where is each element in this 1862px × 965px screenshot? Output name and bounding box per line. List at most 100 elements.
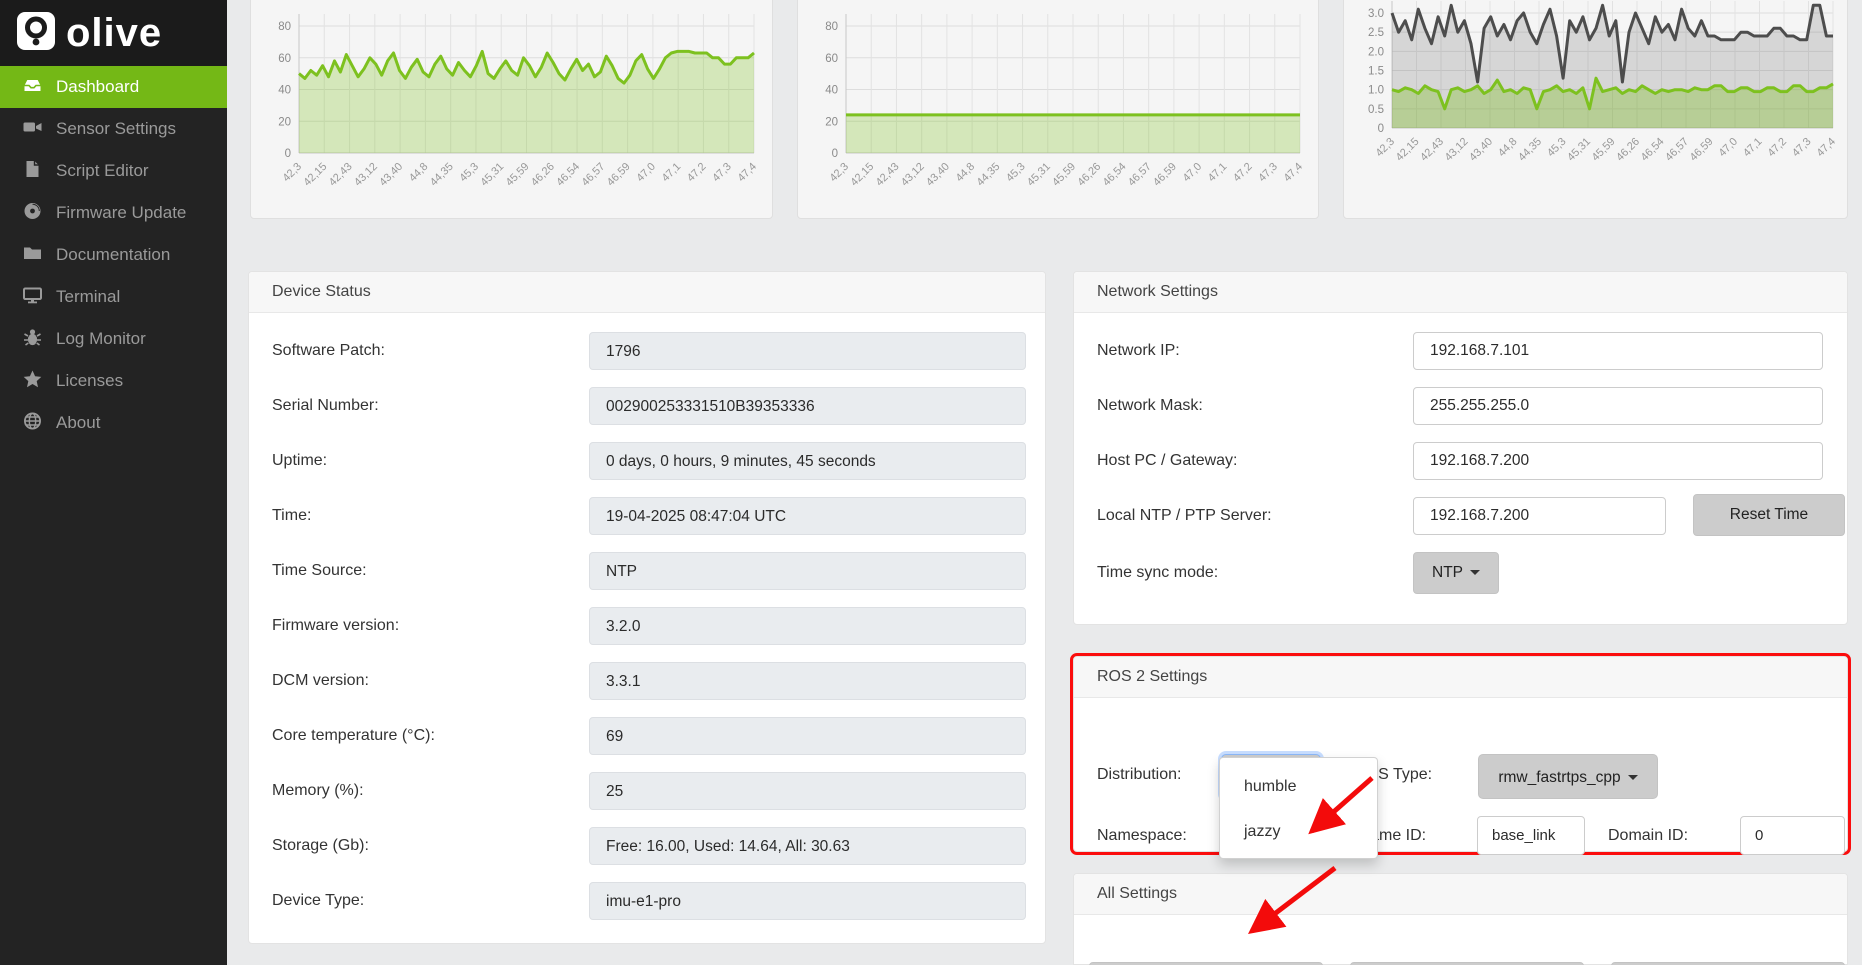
svg-text:40: 40 [278,85,291,97]
svg-text:46,26: 46,26 [1614,136,1642,164]
svg-text:43,40: 43,40 [1467,136,1495,164]
network-field-label: Host PC / Gateway: [1097,451,1238,469]
domain-id-label: Domain ID: [1608,827,1689,844]
svg-text:46,54: 46,54 [1639,136,1667,164]
svg-text:47,2: 47,2 [1231,161,1255,185]
svg-text:42,43: 42,43 [1418,136,1446,164]
svg-text:20: 20 [825,116,838,128]
time-sync-dropdown[interactable]: NTP [1413,552,1499,594]
sidebar-item-label: Terminal [56,287,121,306]
svg-text:3.0: 3.0 [1368,8,1384,20]
svg-text:46,26: 46,26 [1075,161,1103,189]
svg-text:46,59: 46,59 [1151,161,1179,189]
svg-text:47,3: 47,3 [710,161,734,185]
svg-text:80: 80 [825,21,838,33]
svg-text:47,2: 47,2 [685,161,709,185]
sidebar-item-sensor-settings[interactable]: Sensor Settings [0,108,227,150]
svg-text:47,0: 47,0 [1716,136,1740,160]
svg-text:60: 60 [278,53,291,65]
svg-text:46,54: 46,54 [554,161,582,189]
svg-text:40: 40 [825,85,838,97]
device-status-value: 19-04-2025 08:47:04 UTC [589,496,1026,535]
device-status-value: NTP [589,551,1026,590]
svg-text:43,40: 43,40 [924,161,952,189]
network-field-input[interactable]: 192.168.7.101 [1413,331,1823,370]
svg-text:44,35: 44,35 [975,161,1003,189]
device-status-value: 0 days, 0 hours, 9 minutes, 45 seconds [589,441,1026,480]
svg-text:44,35: 44,35 [1516,136,1544,164]
sidebar-item-log-monitor[interactable]: Log Monitor [0,318,227,360]
sidebar-item-dashboard[interactable]: Dashboard [0,66,227,108]
domain-id-input[interactable]: 0 [1740,816,1845,855]
device-status-value: Free: 16.00, Used: 14.64, All: 30.63 [589,826,1026,865]
reset-time-button[interactable]: Reset Time [1693,494,1845,536]
svg-text:47,0: 47,0 [1181,161,1205,185]
device-status-row: DCM version: 3.3.1 [249,653,1045,708]
svg-text:47,1: 47,1 [1741,136,1765,160]
device-status-row: Memory (%): 25 [249,763,1045,818]
device-status-body: Software Patch: 1796 Serial Number: 0029002… [249,313,1045,928]
sidebar-item-label: Licenses [56,371,124,390]
dds-type-dropdown[interactable]: rmw_fastrtps_cpp [1478,754,1658,799]
sidebar-item-firmware-update[interactable]: Firmware Update [0,192,227,234]
dropdown-option-jazzy[interactable]: jazzy [1244,823,1281,840]
device-status-label: Uptime: [272,451,328,469]
svg-text:45,31: 45,31 [1025,161,1053,189]
frame-id-input[interactable]: base_link [1477,816,1585,855]
dropdown-option-humble[interactable]: humble [1244,778,1297,795]
svg-text:42,15: 42,15 [848,161,876,189]
sidebar-item-script-editor[interactable]: Script Editor [0,150,227,192]
svg-text:47,4: 47,4 [735,161,759,185]
sidebar-item-terminal[interactable]: Terminal [0,276,227,318]
chart-card-rates: 0 0.5 1.0 1.5 2.0 2.5 3.0 42,3 42,15 42,43 43,12 43… [1343,0,1848,219]
svg-text:47,4: 47,4 [1281,161,1305,185]
reset-params-button[interactable]: Reset Params [1611,962,1845,965]
svg-text:46,54: 46,54 [1101,161,1129,189]
sidebar-item-documentation[interactable]: Documentation [0,234,227,276]
device-status-value: 69 [589,716,1026,755]
network-field-input[interactable]: 255.255.255.0 [1413,386,1823,425]
chart-plot: 00.51.01.52.02.53.042,342,1542,4343,1243… [1368,1,1838,164]
device-status-label: Firmware version: [272,616,400,634]
device-status-row: Firmware version: 3.2.0 [249,598,1045,653]
network-field-input[interactable]: 192.168.7.200 [1413,441,1823,480]
svg-text:46,57: 46,57 [1663,136,1691,164]
svg-text:42,43: 42,43 [327,161,355,189]
camera-icon [22,117,43,142]
svg-text:0: 0 [1378,123,1384,135]
network-settings-row: Network Mask: 255.255.255.0 [1074,378,1847,433]
svg-text:42,43: 42,43 [874,161,902,189]
olive-logo: olive [0,0,227,66]
device-status-row: Serial Number: 002900253331510B39353336 [249,378,1045,433]
sidebar-item-label: Documentation [56,245,171,264]
device-status-value: 1796 [589,331,1026,370]
device-status-label: Device Type: [272,891,365,909]
svg-text:47,1: 47,1 [1206,161,1230,185]
network-field-label: Network Mask: [1097,396,1203,414]
chevron-down-icon [1627,775,1638,781]
svg-text:46,57: 46,57 [1126,161,1154,189]
svg-text:45,31: 45,31 [1565,136,1593,164]
folder-icon [22,243,43,268]
ros2-settings-panel: ROS 2 Settings Distribution: humble DDS … [1070,653,1851,855]
sidebar-item-label: Script Editor [56,161,149,180]
network-field-input[interactable]: 192.168.7.200 [1413,496,1666,535]
svg-text:43,12: 43,12 [1443,136,1471,164]
sidebar-item-label: Firmware Update [56,203,187,222]
device-status-panel: Device Status Software Patch: 1796 Serial … [248,271,1046,944]
sidebar-item-licenses[interactable]: Licenses [0,360,227,402]
distribution-dropdown-menu: humble jazzy [1219,757,1378,859]
svg-text:47,4: 47,4 [1814,136,1838,160]
device-status-value: 3.2.0 [589,606,1026,645]
load-default-button[interactable]: Load Default [1350,962,1584,965]
device-status-value: 25 [589,771,1026,810]
chart-card-cpu: 0 20 40 60 80 42,3 42,15 42,43 43,12 43,40 44,8 44,… [250,0,773,219]
svg-text:45,59: 45,59 [1050,161,1078,189]
save-all-button[interactable]: Save All [1089,962,1323,965]
sidebar-item-about[interactable]: About [0,402,227,444]
svg-text:47,1: 47,1 [660,161,684,185]
svg-text:2.5: 2.5 [1368,27,1384,39]
all-settings-panel: All Settings Save All Load Default Reset P… [1073,873,1848,965]
device-status-value: 002900253331510B39353336 [589,386,1026,425]
